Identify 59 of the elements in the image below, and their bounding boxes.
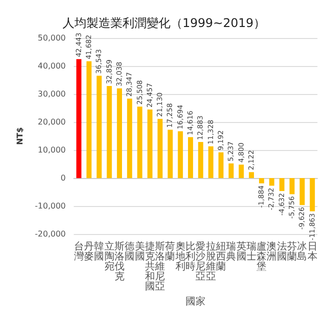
bar	[76, 59, 82, 178]
x-tick-label: 荷蘭	[165, 240, 176, 263]
bar	[158, 118, 163, 178]
x-tick-label: 奧地利	[174, 240, 186, 273]
y-tick-label: 50,000	[38, 34, 66, 42]
x-axis-title: 國家	[186, 296, 206, 308]
x-tick-label: 瑞典	[226, 240, 236, 263]
x-tick-label: 比利時	[186, 240, 196, 273]
x-tick-label: 愛沙尼亞	[196, 240, 206, 283]
bar	[86, 61, 92, 178]
y-tick-label: 10,000	[38, 146, 66, 155]
x-tick-label: 盧森堡	[256, 240, 267, 273]
x-tick-label: 拉脫維亞	[204, 240, 216, 283]
x-tick-label: 韓國	[94, 240, 104, 263]
bar	[188, 137, 194, 178]
bar	[248, 172, 254, 178]
bar	[279, 178, 284, 192]
y-tick-label: -10,000	[34, 202, 66, 211]
x-tick-label: 德國	[124, 242, 135, 263]
bar	[127, 98, 132, 178]
y-tick-label: -20,000	[34, 230, 66, 239]
x-tick-label: 台灣	[74, 240, 84, 263]
bar	[269, 178, 274, 186]
x-tick-label: 斯洛伐克	[114, 240, 124, 283]
x-tick-label: 日本	[307, 242, 318, 263]
x-tick-label: 捷克共和國	[144, 240, 155, 293]
y-axis-title: NT$	[16, 126, 24, 145]
bar	[178, 131, 183, 178]
y-tick-label: 40,000	[38, 62, 66, 71]
bar	[116, 88, 122, 178]
bar	[96, 76, 102, 178]
x-tick-label: 立陶宛	[104, 240, 114, 273]
bar	[218, 152, 224, 178]
x-tick-label: 冰島	[297, 240, 308, 263]
bar	[228, 163, 234, 178]
x-tick-label: 瑞士	[246, 240, 256, 263]
y-tick-label: 20,000	[38, 118, 66, 127]
y-tick-label: 30,000	[38, 90, 66, 99]
x-tick-label: 法國	[276, 240, 287, 263]
x-tick-label: 芬蘭	[287, 240, 298, 263]
x-tick-label: 斯洛維尼亞	[154, 240, 166, 293]
bar	[290, 178, 295, 194]
x-tick-label: 美國	[134, 240, 145, 263]
bar	[259, 178, 264, 184]
bar	[137, 106, 142, 178]
bar	[147, 110, 152, 178]
x-tick-label: 丹麥	[84, 242, 94, 263]
x-tick-label: 澳洲	[266, 240, 277, 263]
x-tick-label: 紐西蘭	[214, 242, 226, 273]
x-tick-label: 英國	[236, 240, 246, 263]
bar	[208, 146, 214, 178]
bar	[238, 164, 244, 178]
bar	[300, 178, 305, 206]
bar	[168, 130, 173, 178]
chart-title: 人均製造業利潤變化（1999~2019）	[62, 16, 266, 30]
y-tick-label: 0	[60, 174, 66, 183]
bar	[310, 178, 315, 212]
bar	[198, 142, 204, 178]
bar	[106, 86, 112, 178]
